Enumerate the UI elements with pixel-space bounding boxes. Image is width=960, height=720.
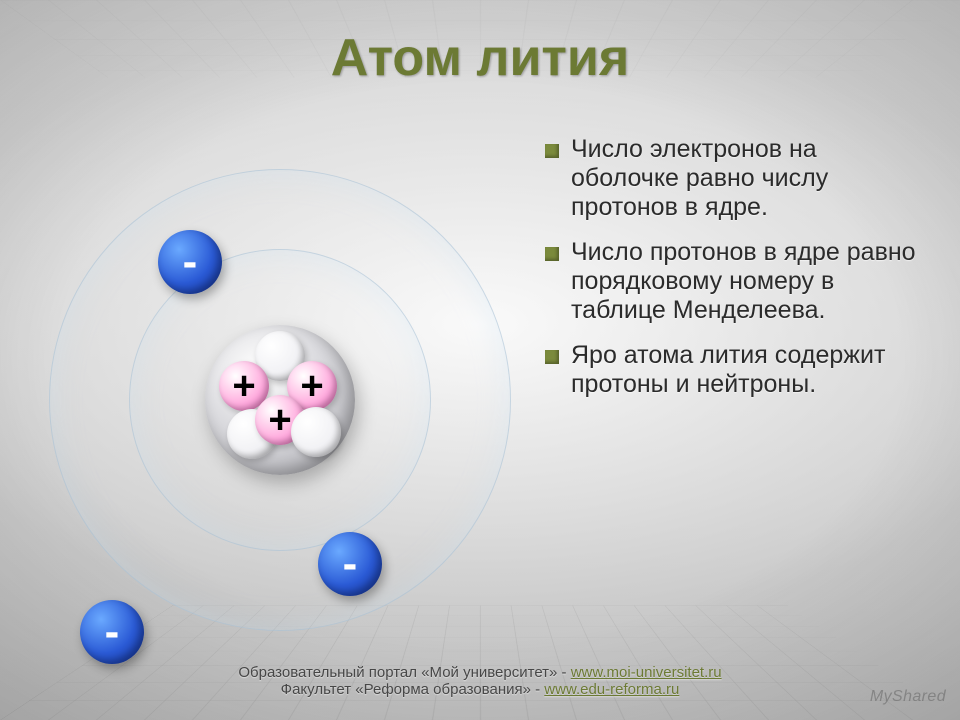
electron: - bbox=[80, 600, 144, 664]
footer-line-1: Образовательный портал «Мой университет»… bbox=[0, 664, 960, 681]
bullet-item: Число электронов на оболочке равно числу… bbox=[545, 135, 925, 222]
atom-diagram: + + + - - - bbox=[50, 170, 510, 630]
electron-symbol: - bbox=[105, 607, 120, 657]
electron-symbol: - bbox=[183, 237, 198, 287]
footer-link-moi-universitet[interactable]: www.moi-universitet.ru bbox=[571, 664, 722, 681]
electron: - bbox=[158, 230, 222, 294]
bullet-item: Яро атома лития содержит протоны и нейтр… bbox=[545, 341, 925, 399]
bullet-list: Число электронов на оболочке равно числу… bbox=[545, 135, 925, 415]
footer: Образовательный портал «Мой университет»… bbox=[0, 664, 960, 698]
nucleus: + + + bbox=[205, 325, 355, 475]
bullet-text: Яро атома лития содержит протоны и нейтр… bbox=[571, 341, 885, 398]
watermark: MyShared bbox=[870, 688, 946, 706]
footer-link-edu-reforma[interactable]: www.edu-reforma.ru bbox=[544, 681, 679, 698]
bullet-item: Число протонов в ядре равно порядковому … bbox=[545, 238, 925, 325]
bullet-text: Число электронов на оболочке равно числу… bbox=[571, 135, 828, 221]
slide-stage: Атом лития + + + - - - Число электронов … bbox=[0, 0, 960, 720]
electron-symbol: - bbox=[343, 539, 358, 589]
bullet-text: Число протонов в ядре равно порядковому … bbox=[571, 238, 916, 324]
electron: - bbox=[318, 532, 382, 596]
footer-text: Образовательный портал «Мой университет»… bbox=[238, 664, 570, 681]
neutron bbox=[291, 407, 341, 457]
footer-text: Факультет «Реформа образования» - bbox=[281, 681, 545, 698]
title-text: Атом лития bbox=[331, 29, 629, 87]
proton-symbol: + bbox=[300, 364, 323, 409]
proton-symbol: + bbox=[268, 398, 291, 443]
proton-symbol: + bbox=[232, 364, 255, 409]
slide-title: Атом лития bbox=[0, 28, 960, 88]
footer-line-2: Факультет «Реформа образования» - www.ed… bbox=[0, 681, 960, 698]
